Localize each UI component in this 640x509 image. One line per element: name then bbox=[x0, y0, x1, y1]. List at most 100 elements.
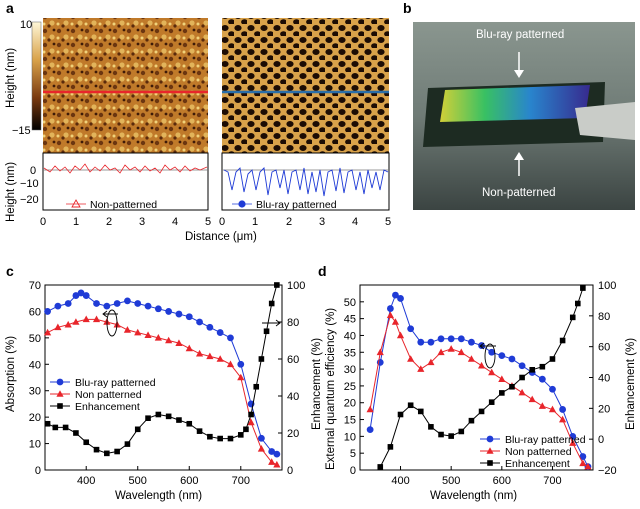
xtick: 2 bbox=[286, 216, 292, 228]
data-point-non-patterned bbox=[185, 344, 193, 352]
data-point-enhancement bbox=[62, 424, 69, 431]
colorbar-max: 10 bbox=[20, 19, 32, 31]
data-point-blu-ray-patterned bbox=[124, 297, 131, 305]
data-point-enhancement bbox=[529, 366, 536, 373]
data-point-non-patterned bbox=[528, 395, 536, 403]
data-point-enhancement bbox=[468, 417, 475, 424]
data-point-enhancement bbox=[387, 444, 394, 450]
data-point-enhancement bbox=[237, 432, 244, 438]
data-point-blu-ray-patterned bbox=[447, 335, 455, 343]
profile-xlabel: Distance (μm) bbox=[185, 231, 257, 243]
y-tick-label: 0 bbox=[35, 465, 41, 477]
c-ylabel: Absorption (%) bbox=[5, 336, 17, 412]
data-point-non-patterned bbox=[273, 460, 281, 468]
data-point-blu-ray-patterned bbox=[392, 291, 399, 299]
c-plot-area bbox=[43, 282, 281, 468]
x-tick-label: 600 bbox=[493, 475, 511, 487]
data-point-blu-ray-patterned bbox=[93, 300, 100, 307]
y-tick-label: 20 bbox=[344, 398, 356, 410]
data-point-blu-ray-patterned bbox=[407, 325, 415, 333]
data-point-enhancement bbox=[539, 363, 546, 370]
d-y2label: Enhancement (%) bbox=[625, 338, 637, 430]
data-point-blu-ray-patterned bbox=[216, 329, 224, 336]
y-tick-label: 50 bbox=[29, 333, 41, 345]
y-tick-label: 35 bbox=[344, 347, 356, 359]
data-point-blu-ray-patterned bbox=[518, 362, 526, 370]
data-point-blu-ray-patterned bbox=[103, 302, 111, 310]
data-point-blu-ray-patterned bbox=[144, 302, 152, 310]
x-tick-label: 700 bbox=[232, 475, 250, 487]
y2-tick-label: 80 bbox=[598, 311, 610, 323]
x-tick-label: 500 bbox=[442, 475, 460, 487]
xtick: 5 bbox=[385, 216, 391, 228]
data-point-enhancement bbox=[417, 408, 424, 415]
data-point-blu-ray-patterned bbox=[165, 308, 173, 315]
y2-tick-label: 40 bbox=[287, 391, 299, 403]
data-point-non-patterned bbox=[268, 458, 276, 465]
data-point-blu-ray-patterned bbox=[77, 289, 85, 297]
data-point-enhancement bbox=[488, 399, 495, 405]
legend-label: Enhancement bbox=[505, 458, 570, 470]
data-point-enhancement bbox=[114, 448, 120, 455]
data-point-non-patterned bbox=[72, 318, 80, 325]
data-point-non-patterned bbox=[376, 348, 384, 356]
panel-b: Blu-ray patterned Non-patterned bbox=[413, 22, 635, 210]
x-tick-label: 700 bbox=[543, 475, 561, 487]
c-arrow-left bbox=[102, 310, 118, 318]
legend-label: Blu-ray patterned bbox=[75, 377, 156, 389]
data-point-enhancement bbox=[397, 411, 404, 418]
data-point-blu-ray-patterned bbox=[257, 434, 265, 442]
data-point-blu-ray-patterned bbox=[134, 300, 142, 307]
y-tick-label: 20 bbox=[29, 412, 41, 424]
series-line-enhancement bbox=[379, 287, 584, 468]
y2-tick-label: 0 bbox=[598, 434, 604, 446]
c-y2label: Enhancement (%) bbox=[311, 338, 323, 430]
profile-xticks-left: 0 1 2 3 4 5 bbox=[40, 216, 211, 228]
xtick: 4 bbox=[352, 216, 358, 228]
data-point-non-patterned bbox=[559, 415, 567, 423]
data-point-non-patterned bbox=[386, 311, 394, 319]
data-point-non-patterned bbox=[175, 339, 183, 346]
panel-label-d: d bbox=[318, 263, 327, 279]
data-point-enhancement bbox=[217, 435, 223, 442]
profile-trace-blu-ray bbox=[223, 167, 389, 197]
y-tick-label: 30 bbox=[29, 386, 41, 398]
y-tick-label: 40 bbox=[29, 359, 41, 371]
data-point-non-patterned bbox=[216, 355, 224, 362]
colorbar-label: Height (nm) bbox=[5, 48, 17, 108]
data-point-enhancement bbox=[52, 424, 59, 431]
data-point-blu-ray-patterned bbox=[498, 352, 506, 360]
profile-trace-non-patterned bbox=[43, 163, 208, 174]
legend-marker bbox=[486, 435, 494, 443]
y-tick-label: 50 bbox=[344, 297, 356, 309]
data-point-enhancement bbox=[575, 300, 581, 307]
data-point-enhancement bbox=[186, 420, 193, 427]
data-point-non-patterned bbox=[488, 368, 496, 376]
photo-label-blu-ray: Blu-ray patterned bbox=[476, 29, 564, 41]
photo-device-diffraction bbox=[440, 85, 590, 122]
data-point-enhancement bbox=[248, 411, 254, 418]
data-point-blu-ray-patterned bbox=[386, 305, 394, 312]
data-point-blu-ray-patterned bbox=[468, 338, 475, 346]
y2-tick-label: 60 bbox=[598, 342, 610, 354]
data-point-enhancement bbox=[499, 390, 505, 396]
data-point-blu-ray-patterned bbox=[457, 335, 465, 343]
data-point-enhancement bbox=[263, 328, 270, 335]
data-point-enhancement bbox=[549, 356, 556, 362]
data-point-enhancement bbox=[207, 433, 213, 440]
data-point-enhancement bbox=[458, 428, 465, 435]
data-point-blu-ray-patterned bbox=[427, 338, 435, 346]
xtick: 3 bbox=[319, 216, 325, 228]
data-point-blu-ray-patterned bbox=[196, 318, 203, 326]
data-point-non-patterned bbox=[427, 358, 435, 366]
data-point-non-patterned bbox=[518, 388, 526, 396]
y-tick-label: 60 bbox=[29, 306, 41, 318]
panel-a: 10 −15 Height (nm) Height (nm) 0 −10 −20… bbox=[5, 18, 391, 243]
xtick: 0 bbox=[219, 216, 225, 228]
y2-tick-label: 100 bbox=[598, 280, 616, 292]
y2-tick-label: 0 bbox=[287, 465, 293, 477]
panel-d: External quantum efficiency (%) Enhancem… bbox=[325, 280, 637, 502]
panel-label-a: a bbox=[6, 0, 14, 16]
